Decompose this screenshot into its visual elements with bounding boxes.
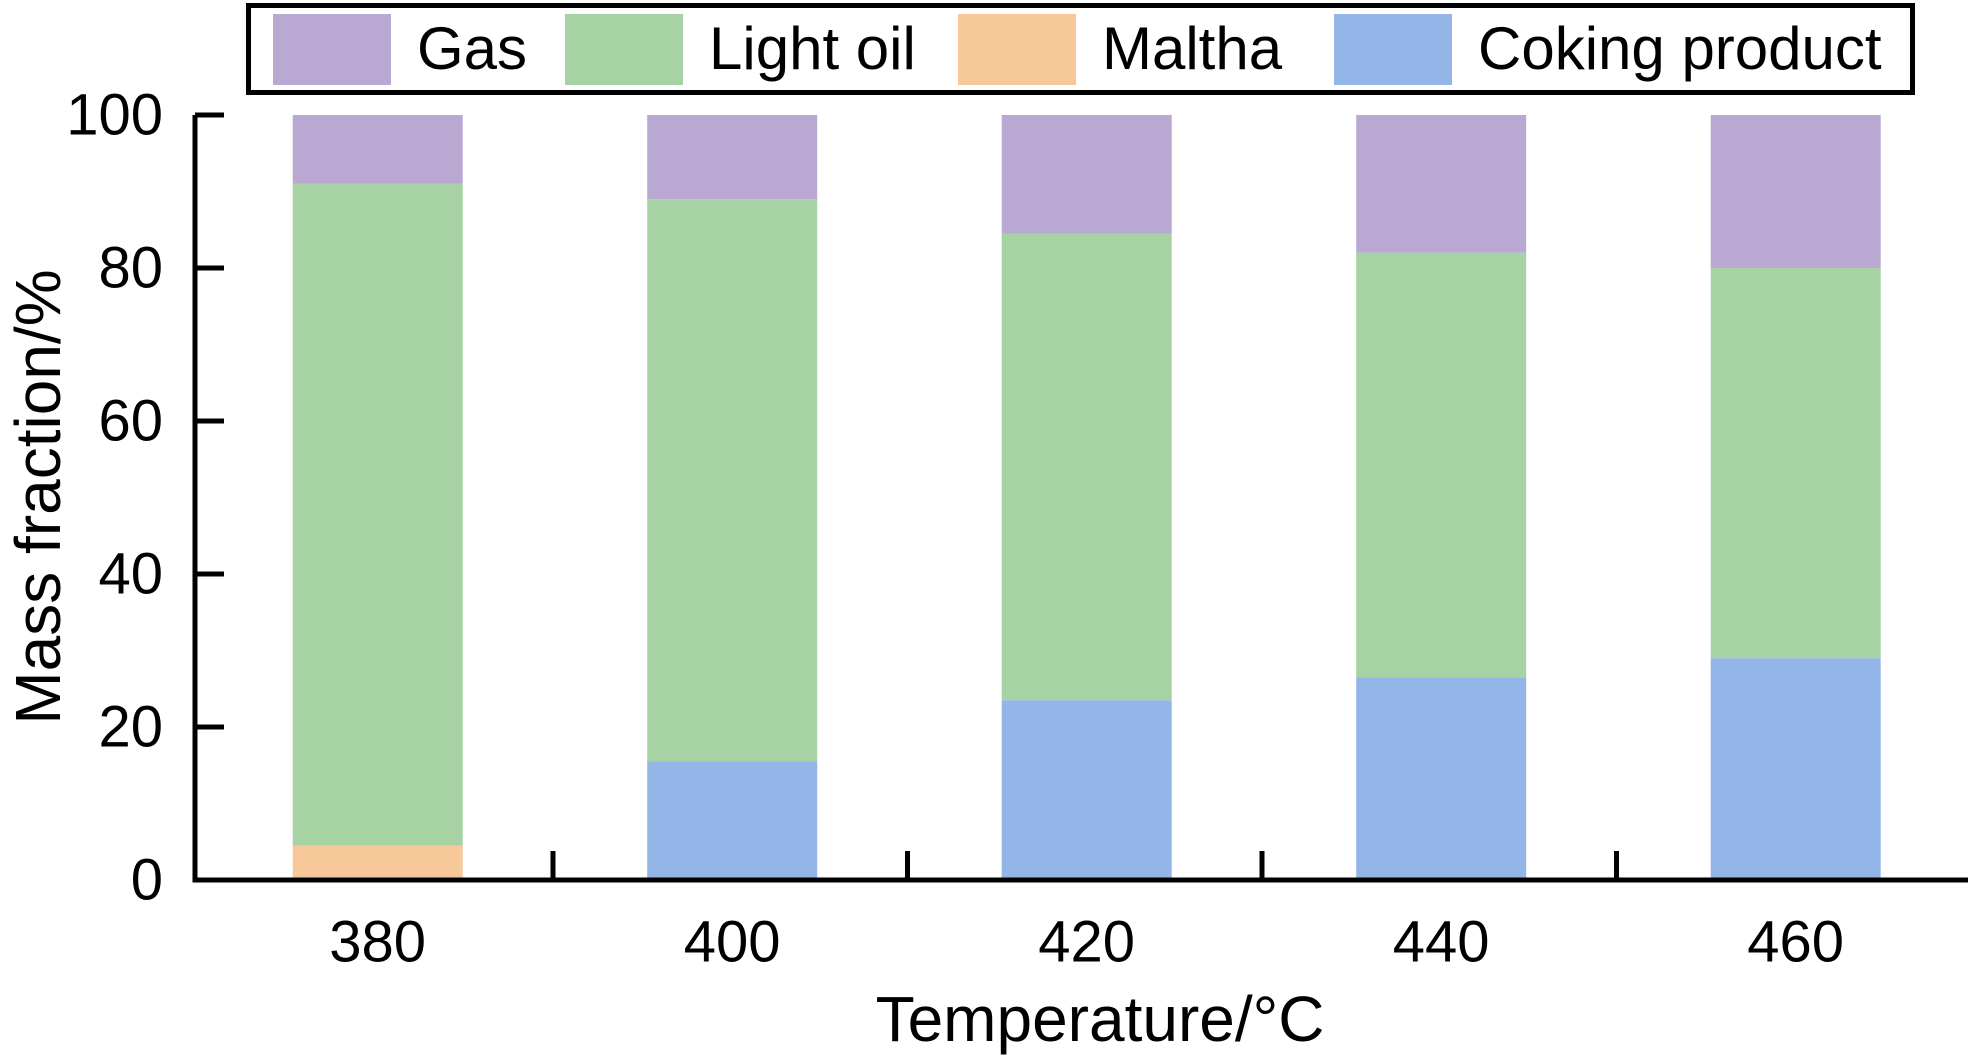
bar-segment-gas-420 xyxy=(1001,115,1172,234)
legend-label-light-oil: Light oil xyxy=(709,15,916,82)
x-tick-label-380: 380 xyxy=(329,910,426,975)
bar-segment-coking-product-460 xyxy=(1710,658,1881,880)
y-tick-label-100: 100 xyxy=(66,83,163,148)
bar-segment-maltha-380 xyxy=(292,845,463,880)
x-tick-label-440: 440 xyxy=(1393,910,1490,975)
x-tick-label-460: 460 xyxy=(1747,910,1844,975)
y-tick-label-20: 20 xyxy=(98,695,163,760)
maltha-swatch-icon xyxy=(958,13,1076,85)
gas-swatch-icon xyxy=(273,13,391,85)
legend-label-maltha: Maltha xyxy=(1102,15,1283,82)
coking-product-swatch-icon xyxy=(1334,13,1452,85)
bar-segment-coking-product-400 xyxy=(647,761,818,880)
x-tick-label-400: 400 xyxy=(684,910,781,975)
bar-segment-light-oil-460 xyxy=(1710,268,1881,659)
bar-segment-light-oil-420 xyxy=(1001,233,1172,701)
light-oil-swatch-icon xyxy=(565,13,683,85)
legend-entry-gas: Gas xyxy=(273,8,527,90)
legend: Gas Light oil Maltha Coking product xyxy=(246,3,1915,95)
y-axis-title: Mass fraction/% xyxy=(2,269,74,725)
bar-segment-gas-460 xyxy=(1710,115,1881,268)
y-tick-label-60: 60 xyxy=(98,389,163,454)
y-tick-label-0: 0 xyxy=(131,848,163,913)
legend-entry-maltha: Maltha xyxy=(958,8,1282,90)
legend-label-gas: Gas xyxy=(417,15,528,82)
y-tick-label-40: 40 xyxy=(98,542,163,607)
bar-segment-coking-product-420 xyxy=(1001,700,1172,880)
bar-segment-coking-product-440 xyxy=(1356,677,1527,880)
bar-segment-light-oil-440 xyxy=(1356,252,1527,678)
legend-entry-light-oil: Light oil xyxy=(565,8,916,90)
legend-label-coking-product: Coking product xyxy=(1478,15,1882,82)
legend-entry-coking-product: Coking product xyxy=(1334,8,1882,90)
y-tick-label-80: 80 xyxy=(98,236,163,301)
x-tick-label-420: 420 xyxy=(1038,910,1135,975)
bar-segment-light-oil-400 xyxy=(647,199,818,762)
bar-segment-gas-380 xyxy=(292,115,463,184)
x-axis-title: Temperature/°C xyxy=(875,983,1325,1055)
bar-segment-light-oil-380 xyxy=(292,183,463,846)
bar-segment-gas-440 xyxy=(1356,115,1527,253)
bar-segment-gas-400 xyxy=(647,115,818,200)
